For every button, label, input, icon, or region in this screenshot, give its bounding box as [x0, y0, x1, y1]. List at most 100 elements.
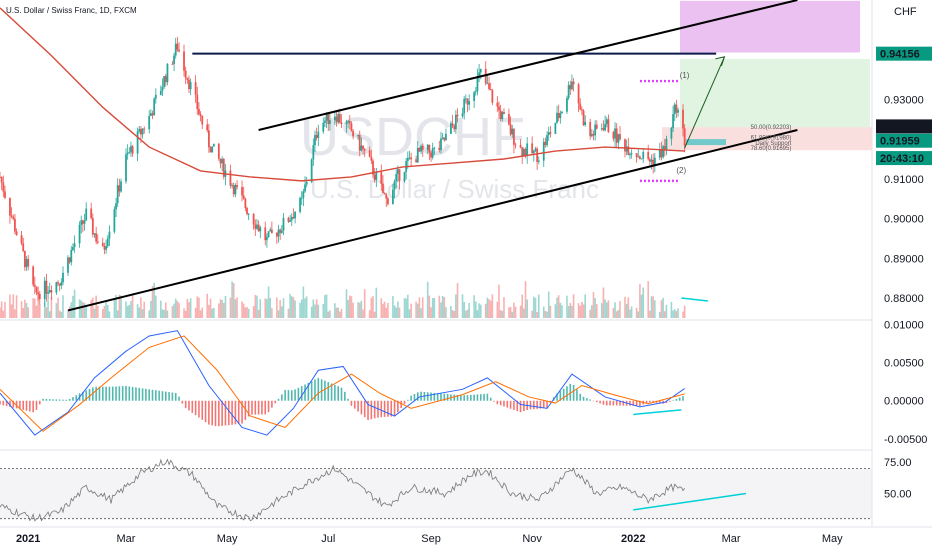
volume-bar — [254, 294, 257, 318]
candle-body — [589, 122, 592, 137]
time-tick-label: 2021 — [16, 533, 40, 545]
volume-bar — [72, 295, 74, 318]
volume-bar — [360, 300, 363, 318]
fib-label: Daily Support — [755, 141, 791, 147]
candle-body — [329, 120, 331, 125]
volume-bar — [579, 305, 582, 318]
volume-bar — [231, 281, 233, 318]
volume-bar — [441, 295, 444, 318]
macd-histogram-bar — [115, 386, 117, 401]
volume-bar — [340, 308, 343, 318]
volume-bar — [138, 307, 141, 318]
macd-histogram-bar — [668, 400, 671, 402]
macd-histogram-bar — [645, 400, 648, 404]
volume-bar — [509, 306, 512, 318]
volume-bar — [410, 303, 412, 318]
volume-bar — [294, 300, 296, 318]
volume-bar — [236, 297, 238, 318]
candle-body — [322, 122, 325, 132]
volume-bar — [118, 294, 121, 318]
volume-bar — [45, 307, 48, 318]
candle-body — [287, 217, 290, 222]
macd-histogram-bar — [0, 400, 1, 405]
macd-histogram-bar — [324, 380, 326, 401]
channel-upper-line — [258, 0, 798, 131]
volume-bar — [385, 307, 388, 318]
candle-body — [537, 160, 540, 162]
macd-histogram-bar — [261, 400, 263, 415]
candle-body — [246, 207, 248, 214]
candle-body — [522, 149, 525, 157]
volume-bar — [453, 310, 456, 318]
candle-body — [277, 229, 280, 237]
volume-bar — [589, 309, 591, 318]
macd-histogram-bar — [118, 386, 121, 401]
volume-bar — [199, 310, 202, 318]
candle-body — [572, 81, 575, 85]
candle-body — [173, 55, 175, 64]
volume-bar — [465, 310, 467, 318]
candle-body — [398, 169, 401, 182]
candle-body — [561, 111, 563, 114]
candle-body — [395, 173, 398, 182]
macd-histogram-bar — [244, 400, 247, 421]
candle-body — [454, 114, 457, 130]
candle-body — [509, 124, 512, 135]
macd-histogram-bar — [453, 394, 456, 401]
candle-body — [153, 98, 156, 116]
volume-bar — [68, 306, 71, 318]
candle-body — [373, 174, 376, 180]
candle-body — [547, 132, 550, 136]
candle-body — [196, 94, 199, 110]
macd-histogram-bar — [529, 400, 532, 410]
macd-histogram-bar — [572, 384, 575, 401]
volume-bar — [189, 298, 192, 318]
candle-body — [383, 192, 386, 195]
macd-tick-label: 0.00500 — [884, 358, 924, 370]
volume-bar — [619, 301, 621, 318]
volume-bar — [125, 301, 127, 318]
target-zone — [680, 0, 860, 53]
wave-label: (1) — [680, 71, 690, 80]
macd-histogram-bar — [95, 386, 97, 401]
macd-histogram-bar — [334, 384, 336, 401]
macd-histogram-bar — [546, 400, 548, 408]
candle-body — [60, 282, 63, 286]
volume-bar — [654, 300, 656, 318]
candle-body — [450, 123, 452, 134]
macd-histogram-bar — [562, 388, 565, 401]
candle-body — [244, 198, 247, 208]
volume-bar — [463, 301, 465, 318]
volume-bar — [673, 309, 676, 318]
volume-bar — [561, 305, 563, 318]
candle-body — [488, 83, 490, 90]
candle-body — [650, 159, 653, 162]
candle-body — [663, 146, 666, 150]
volume-bar — [101, 309, 104, 318]
macd-histogram-bar — [181, 400, 184, 404]
price-tick-label: 0.93000 — [884, 94, 924, 106]
volume-bar — [27, 307, 29, 318]
macd-histogram-bar — [101, 386, 104, 401]
macd-histogram-bar — [373, 400, 376, 419]
macd-histogram-bar — [566, 386, 568, 401]
macd-tick-label: 0.01000 — [884, 320, 924, 332]
macd-histogram-bar — [337, 386, 339, 401]
volume-bar — [0, 301, 3, 318]
candle-body — [198, 109, 200, 115]
candle-body — [333, 116, 336, 121]
volume-bar — [357, 302, 359, 318]
candle-body — [340, 122, 343, 125]
candle-body — [476, 76, 479, 92]
volume-bar — [559, 302, 562, 318]
volume-bar — [174, 298, 177, 318]
volume-bar — [14, 309, 16, 318]
macd-histogram-bar — [88, 388, 91, 401]
candle-body — [614, 128, 616, 139]
candle-body — [479, 68, 482, 73]
macd-histogram-bar — [456, 394, 459, 401]
macd-histogram-bar — [582, 396, 585, 401]
candle-body — [25, 258, 28, 268]
volume-bar — [206, 293, 209, 318]
candle-body — [148, 115, 151, 130]
